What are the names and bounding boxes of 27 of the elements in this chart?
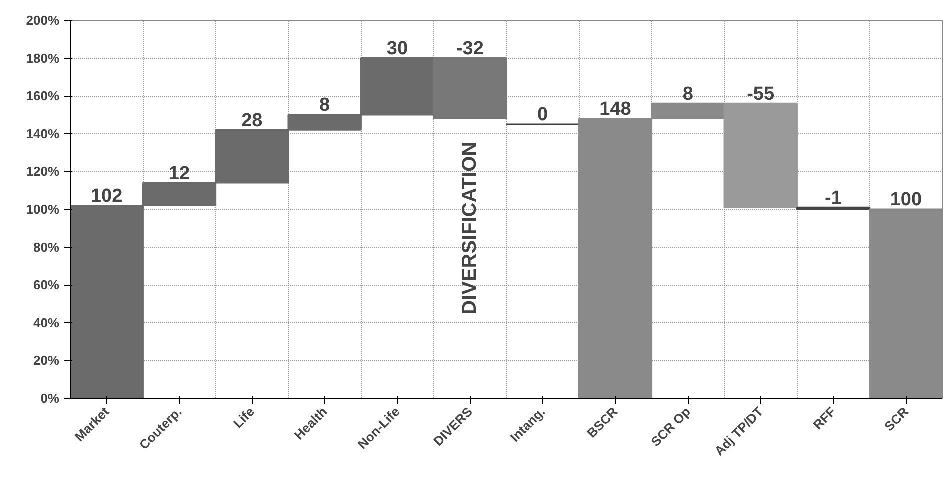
y-tick-label: 60% — [33, 278, 60, 293]
y-tick-label: 80% — [33, 240, 60, 255]
bar — [724, 102, 798, 208]
y-tick-label: 200% — [26, 13, 60, 28]
data-label: 100 — [890, 190, 922, 211]
bar — [433, 58, 508, 120]
data-label: 8 — [320, 95, 330, 116]
x-tick-label: Life — [230, 404, 258, 432]
data-label: 30 — [386, 38, 408, 60]
data-label: -1 — [825, 188, 842, 209]
data-label: 0 — [538, 104, 548, 126]
data-label: -55 — [747, 84, 775, 105]
data-label: 12 — [168, 163, 190, 184]
data-label: 28 — [242, 110, 263, 132]
y-tick-label: 120% — [26, 164, 60, 180]
y-tick-label: 40% — [33, 315, 60, 330]
data-label: -32 — [456, 38, 484, 60]
y-tick-label: 180% — [26, 50, 60, 66]
y-tick-label: 160% — [26, 88, 60, 104]
data-label: 102 — [90, 186, 123, 207]
y-tick-label: 140% — [26, 126, 60, 142]
y-tick-label: 0% — [40, 391, 60, 406]
y-tick-label: 100% — [26, 202, 60, 217]
data-label: 8 — [682, 84, 694, 105]
data-label: 148 — [600, 99, 632, 120]
annotation: DIVERSIFICATION — [459, 142, 482, 315]
y-tick-label: 20% — [33, 353, 60, 368]
